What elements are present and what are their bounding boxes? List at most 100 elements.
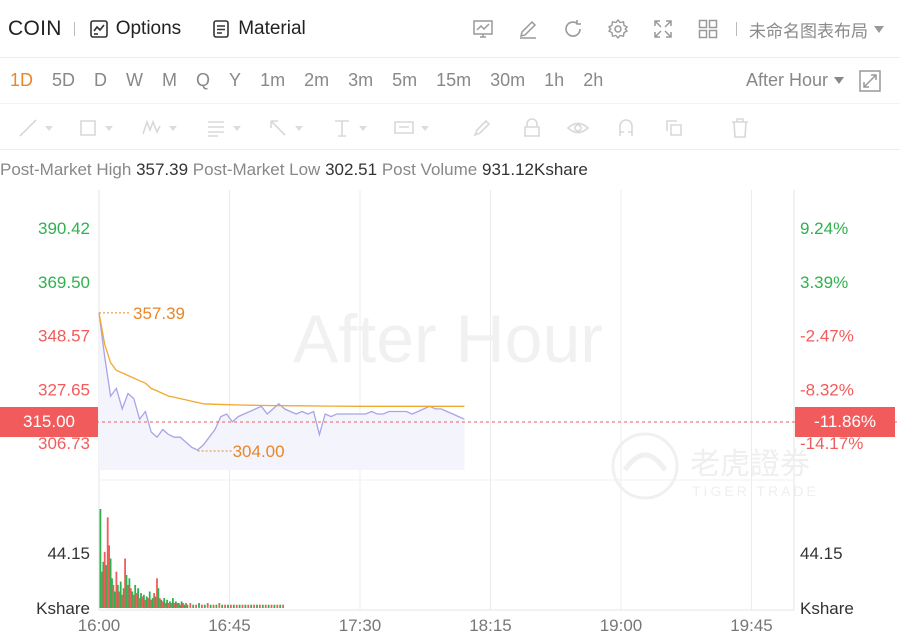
volume-bar [172, 598, 174, 608]
volume-bar [253, 604, 255, 608]
volume-bar [221, 604, 224, 608]
volume-bar [195, 604, 197, 608]
grid-layout-icon[interactable] [696, 17, 720, 41]
caret-down-icon[interactable] [104, 116, 114, 140]
volume-bar [129, 588, 132, 608]
y-tick-pct: -2.47% [800, 327, 854, 346]
low-marker-label: 304.00 [233, 442, 285, 461]
brush-icon[interactable] [470, 116, 494, 140]
volume-bar [250, 604, 253, 608]
volume-bar [203, 604, 206, 608]
rectangle-tool-icon[interactable] [76, 116, 100, 140]
high-label: Post-Market High [0, 160, 132, 179]
period-m[interactable]: M [162, 70, 178, 90]
line-tool-icon[interactable] [16, 116, 40, 140]
volume-bar [116, 584, 119, 608]
arrow-tool-icon[interactable] [266, 116, 290, 140]
volume-bar [138, 598, 141, 608]
caret-down-icon[interactable] [232, 116, 242, 140]
volume-label: Post Volume [381, 160, 478, 179]
volume-bar [105, 565, 108, 608]
volume-bar [111, 578, 113, 608]
divider [73, 21, 75, 36]
session-label: After Hour [745, 70, 828, 90]
volume-bar [118, 591, 121, 608]
volume-bar [227, 604, 229, 608]
fullscreen-icon[interactable] [651, 17, 675, 41]
period-1h[interactable]: 1h [544, 70, 565, 90]
expand-icon[interactable] [858, 69, 882, 93]
y-tick-pct: -14.17% [800, 434, 863, 453]
edit-icon[interactable] [516, 17, 540, 41]
volume-bar [232, 604, 235, 608]
eye-icon[interactable] [566, 116, 590, 140]
volume-bar [112, 584, 115, 608]
options-button[interactable]: Options [89, 18, 181, 40]
volume-bar [115, 571, 118, 608]
volume-bar [121, 594, 124, 608]
period-d[interactable]: D [94, 70, 108, 90]
caret-down-icon[interactable] [44, 116, 54, 140]
volume-bar [238, 604, 241, 608]
volume-bar [161, 601, 164, 608]
y-tick-pct: 9.24% [800, 219, 848, 238]
volume-axis-value-right: 44.15 [800, 544, 843, 563]
caret-down-icon[interactable] [420, 116, 430, 140]
layout-selector[interactable]: 未命名图表布局 [749, 17, 884, 42]
volume-bar [276, 604, 279, 608]
divider [736, 22, 737, 36]
volume-bar [128, 578, 131, 608]
period-w[interactable]: W [126, 70, 144, 90]
period-2h[interactable]: 2h [583, 70, 604, 90]
magnet-icon[interactable] [614, 116, 638, 140]
fib-tool-icon[interactable] [204, 116, 228, 140]
volume-bar [224, 604, 226, 608]
volume-bar [166, 599, 168, 609]
refresh-icon[interactable] [561, 17, 585, 41]
volume-bar [209, 604, 212, 608]
period-3m[interactable]: 3m [348, 70, 374, 90]
text-tool-icon[interactable] [330, 116, 354, 140]
caret-down-icon[interactable] [294, 116, 304, 140]
period-30m[interactable]: 30m [490, 70, 526, 90]
trash-icon[interactable] [728, 116, 752, 140]
period-2m[interactable]: 2m [304, 70, 330, 90]
lock-icon[interactable] [520, 116, 544, 140]
low-label: Post-Market Low [192, 160, 321, 179]
chart-settings-icon[interactable] [471, 17, 495, 41]
material-button[interactable]: Material [211, 18, 306, 40]
price-chart[interactable]: 16:00 16:45 17:30 18:15 19:00 19:45 390.42 9.24… [0, 190, 900, 641]
gear-icon[interactable] [606, 17, 630, 41]
volume-bar [167, 603, 170, 608]
volume-bar [273, 604, 276, 608]
copy-icon[interactable] [662, 116, 686, 140]
price-label-tool-icon[interactable] [392, 116, 416, 140]
volume-bar [169, 601, 171, 608]
x-tick-label: 18:15 [469, 616, 512, 635]
caret-down-icon [834, 77, 844, 84]
volume-bar [163, 598, 166, 608]
period-5d[interactable]: 5D [52, 70, 76, 90]
symbol-title[interactable]: COIN [8, 16, 62, 40]
brand-name-cn: 老虎證券 [690, 447, 810, 482]
volume-bar [270, 604, 273, 608]
period-15m[interactable]: 15m [436, 70, 472, 90]
volume-bar [99, 509, 102, 608]
session-select[interactable]: After Hour [746, 58, 844, 103]
wave-tool-icon[interactable] [140, 116, 164, 140]
period-1d[interactable]: 1D [10, 70, 34, 90]
volume-bar [180, 601, 183, 608]
top-toolbar: COIN Options Material 未命名图表布局 [0, 0, 900, 58]
current-price-tag: 315.00 [0, 407, 98, 437]
caret-down-icon[interactable] [168, 116, 178, 140]
volume-bar [230, 604, 232, 608]
period-1m[interactable]: 1m [260, 70, 286, 90]
volume-bar [279, 604, 282, 608]
volume-bar [182, 603, 184, 608]
volume-bar [259, 604, 261, 608]
period-y[interactable]: Y [229, 70, 242, 90]
caret-down-icon[interactable] [358, 116, 368, 140]
period-5m[interactable]: 5m [392, 70, 418, 90]
period-q[interactable]: Q [196, 70, 211, 90]
volume-bar [173, 603, 176, 608]
